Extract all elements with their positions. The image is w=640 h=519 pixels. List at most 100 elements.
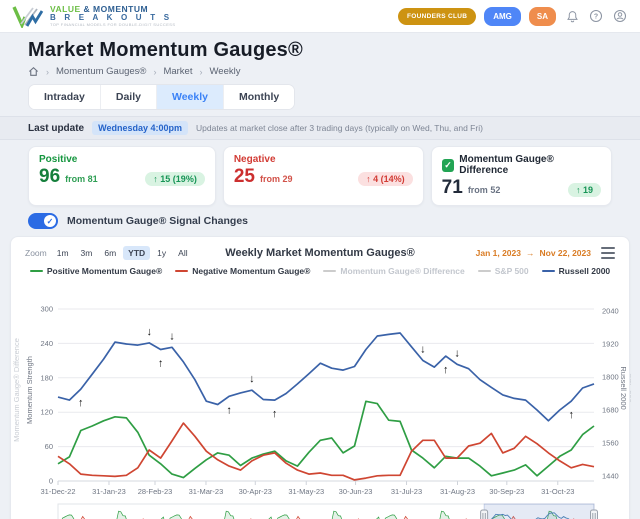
- logo-word-value: VALUE: [50, 3, 81, 14]
- legend-dash-icon: [541, 269, 555, 272]
- founders-club-button[interactable]: FOUNDERS CLUB: [397, 7, 477, 25]
- main-plot-area[interactable]: 0 60 120 180 240 300 1440 1560 1680 1800 1920 2040 3…: [11, 278, 637, 502]
- svg-text:↓: ↓: [249, 373, 255, 385]
- breadcrumb-item[interactable]: Weekly: [209, 66, 241, 77]
- legend-item[interactable]: Negative Momentum Gauge®: [175, 266, 310, 276]
- breadcrumb-separator: ›: [153, 66, 157, 77]
- svg-text:31-Jan-23: 31-Jan-23: [92, 487, 126, 496]
- tab-monthly[interactable]: Monthly: [223, 85, 295, 109]
- legend-label: Positive Momentum Gauge®: [46, 265, 163, 276]
- svg-text:Momentum Strength: Momentum Strength: [25, 356, 34, 424]
- checkbox-checked-icon[interactable]: ✓: [441, 158, 455, 172]
- positive-card: Positive 96 from 81 ↑ 15 (19%): [28, 146, 216, 206]
- logo-word-momentum: & MOMENTUM: [80, 3, 149, 14]
- svg-text:↑: ↑: [226, 404, 232, 416]
- home-icon[interactable]: [28, 66, 39, 77]
- last-update-note: Updates at market close after 3 trading …: [196, 123, 483, 133]
- svg-text:1800: 1800: [602, 373, 619, 382]
- tab-weekly[interactable]: Weekly: [156, 85, 224, 109]
- svg-text:31-May-23: 31-May-23: [288, 487, 324, 496]
- svg-text:↑: ↑: [568, 409, 574, 421]
- legend-item[interactable]: Russell 2000: [541, 265, 611, 276]
- positive-from: from 81: [65, 174, 98, 184]
- chart-card: Weekly Market Momentum Gauges® Zoom 1m 3m…: [10, 236, 637, 519]
- legend-label: Negative Momentum Gauge®: [192, 265, 311, 276]
- svg-text:↓: ↓: [420, 344, 426, 356]
- interval-tabs: Intraday Daily Weekly Monthly: [28, 84, 296, 110]
- difference-label: Momentum Gauge® Difference: [459, 154, 554, 176]
- legend-item[interactable]: Momentum Gauge® Difference: [323, 265, 465, 276]
- chart-legend: Positive Momentum Gauge® Negative Momentu…: [11, 263, 629, 278]
- zoom-all[interactable]: All: [178, 248, 188, 258]
- difference-change-badge: ↑ 19: [567, 183, 601, 197]
- navigator-handle[interactable]: [590, 509, 598, 519]
- svg-text:31-Jul-23: 31-Jul-23: [391, 487, 422, 496]
- chart-context-menu-icon[interactable]: [601, 247, 615, 259]
- legend-item[interactable]: S&P 500: [477, 266, 529, 276]
- svg-text:0: 0: [49, 477, 53, 486]
- logo-tagline: TOP FINANCIAL MODELS FOR DOUBLE-DIGIT SU…: [50, 22, 176, 28]
- svg-text:S&P 500: S&P 500: [628, 373, 631, 402]
- profile-icon[interactable]: [612, 8, 628, 24]
- user-avatar[interactable]: SA: [528, 6, 556, 26]
- amg-button[interactable]: AMG: [484, 6, 521, 26]
- zoom-ytd[interactable]: YTD: [123, 246, 151, 260]
- breadcrumb-item[interactable]: Market: [163, 66, 193, 77]
- last-update-label: Last update: [28, 122, 85, 134]
- navigator-svg[interactable]: [11, 502, 631, 519]
- notifications-bell-icon[interactable]: [564, 8, 580, 24]
- svg-text:↑: ↑: [443, 364, 449, 376]
- brand-logo[interactable]: VALUE & MOMENTUM B R E A K O U T S TOP F…: [12, 4, 175, 28]
- main-chart-svg[interactable]: 0 60 120 180 240 300 1440 1560 1680 1800 1920 2040 3…: [11, 278, 637, 502]
- zoom-3m[interactable]: 3m: [80, 248, 93, 258]
- negative-from: from 29: [259, 174, 293, 184]
- difference-card: ✓ Momentum Gauge® Difference 71 from 52 …: [430, 146, 612, 206]
- breadcrumb-separator: ›: [46, 66, 49, 77]
- signal-changes-toggle[interactable]: ✓: [28, 213, 58, 229]
- tab-daily[interactable]: Daily: [100, 85, 157, 109]
- svg-text:1560: 1560: [602, 439, 619, 448]
- difference-from: from 52: [467, 185, 501, 195]
- zoom-6m[interactable]: 6m: [104, 248, 117, 258]
- help-icon[interactable]: ?: [588, 8, 604, 24]
- legend-dash-icon: [323, 269, 337, 272]
- zoom-1m[interactable]: 1m: [56, 248, 69, 258]
- svg-text:180: 180: [40, 373, 53, 382]
- toggle-knob-check-icon: ✓: [44, 215, 56, 227]
- breadcrumb-item[interactable]: Momentum Gauges®: [56, 66, 147, 77]
- svg-text:↑: ↑: [272, 408, 278, 420]
- negative-change-badge: ↑ 4 (14%): [358, 172, 413, 186]
- breadcrumb: › Momentum Gauges® › Market › Weekly: [28, 66, 612, 77]
- range-to[interactable]: Nov 22, 2023: [539, 248, 591, 258]
- legend-dash-icon: [175, 269, 189, 272]
- range-from[interactable]: Jan 1, 2023: [475, 248, 521, 258]
- svg-text:Momentum Gauge® Difference: Momentum Gauge® Difference: [12, 338, 21, 442]
- svg-text:↓: ↓: [169, 330, 175, 342]
- svg-text:31-Aug-23: 31-Aug-23: [440, 487, 475, 496]
- tab-intraday[interactable]: Intraday: [29, 85, 101, 109]
- legend-item[interactable]: Positive Momentum Gauge®: [29, 265, 163, 276]
- page-title: Market Momentum Gauges®: [28, 39, 303, 61]
- legend-label: Momentum Gauge® Difference: [340, 265, 465, 276]
- legend-dash-icon: [477, 269, 491, 272]
- difference-value: 71: [441, 177, 463, 198]
- navigator-handle[interactable]: [480, 509, 489, 519]
- svg-text:120: 120: [40, 408, 53, 417]
- zoom-1y[interactable]: 1y: [157, 248, 167, 258]
- zoom-label: Zoom: [25, 248, 47, 258]
- svg-text:Russell 2000: Russell 2000: [619, 366, 628, 409]
- chart-navigator[interactable]: [11, 502, 629, 519]
- positive-change-badge: ↑ 15 (19%): [145, 172, 205, 186]
- svg-text:1440: 1440: [602, 472, 619, 481]
- svg-text:?: ?: [594, 14, 598, 21]
- range-selector: Zoom 1m 3m 6m YTD 1y All: [25, 246, 193, 260]
- svg-text:↓: ↓: [454, 347, 460, 359]
- positive-label: Positive: [39, 154, 78, 165]
- app-bar: VALUE & MOMENTUM B R E A K O U T S TOP F…: [0, 0, 640, 33]
- logo-word-breakouts: B R E A K O U T S: [50, 13, 173, 23]
- legend-label: Russell 2000: [558, 265, 611, 276]
- legend-dash-icon: [29, 269, 43, 272]
- last-update-strip: Last update Wednesday 4:00pm Updates at …: [0, 116, 640, 140]
- svg-text:31-Oct-23: 31-Oct-23: [541, 487, 574, 496]
- negative-value: 25: [233, 166, 255, 187]
